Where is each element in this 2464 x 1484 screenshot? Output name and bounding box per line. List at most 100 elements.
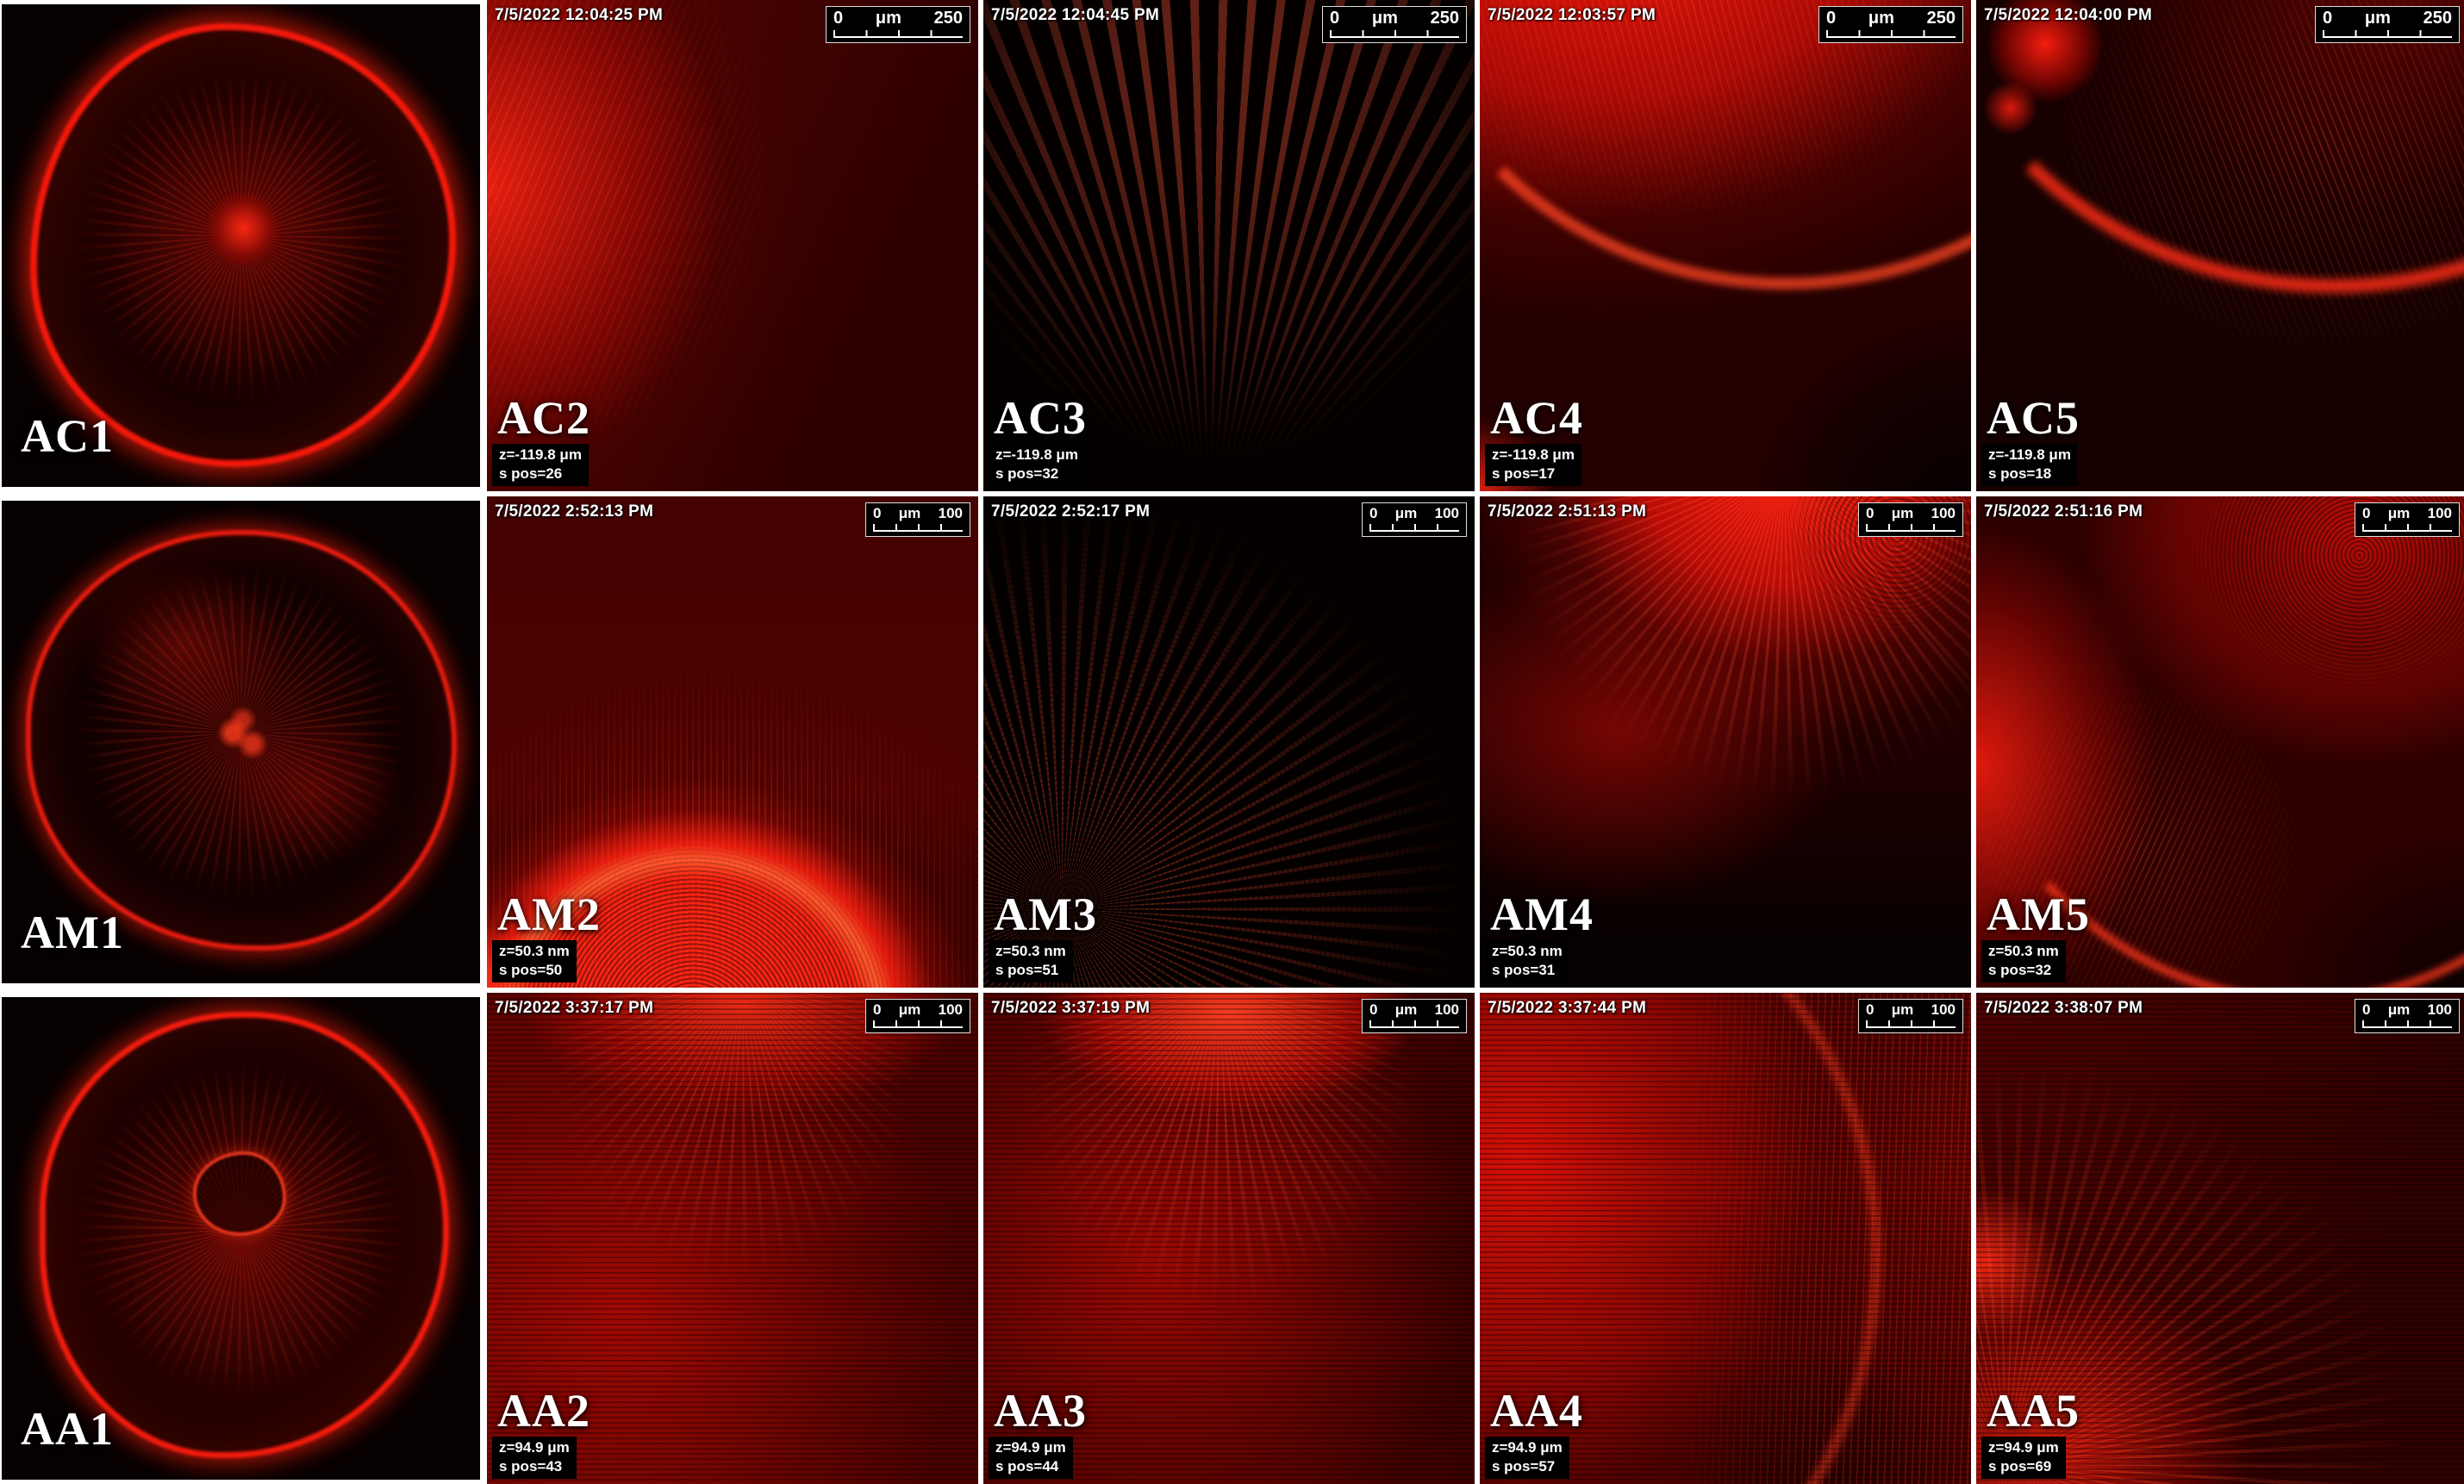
scale-unit: μm [1891,505,1914,521]
timestamp: 7/5/2022 2:52:13 PM [495,502,654,521]
scale-bar: 0 μm 100 [2355,999,2460,1033]
scale-value: 100 [938,1001,963,1018]
s-pos-value: s pos=26 [499,465,563,482]
scale-value: 100 [938,505,963,521]
panel-am5-micrograph: 7/5/2022 2:51:16 PM 0 μm 100 AM5 z=50.3 … [1976,496,2464,988]
scale-unit: μm [1371,9,1398,28]
z-value: z=94.9 μm [499,1438,570,1456]
s-pos-value: s pos=17 [1492,465,1556,482]
timestamp: 7/5/2022 12:04:45 PM [991,6,1160,24]
z-position-readout: z=-119.8 μm s pos=32 [989,443,1085,486]
s-pos-value: s pos=32 [1988,961,2052,978]
panel-label: AM2 [497,889,601,940]
z-value: z=-119.8 μm [995,446,1078,463]
panel-am2-micrograph: 7/5/2022 2:52:13 PM 0 μm 100 AM2 z=50.3 … [487,496,978,988]
scale-bar: 0 μm 250 [2315,6,2460,43]
scale-unit: μm [2387,505,2411,521]
z-position-readout: z=-119.8 μm s pos=17 [1485,443,1581,486]
s-pos-value: s pos=31 [1492,961,1556,978]
scale-bar: 0 μm 100 [1858,502,1963,537]
scale-bar: 0 μm 100 [1858,999,1963,1033]
z-value: z=-119.8 μm [499,446,582,463]
timestamp: 7/5/2022 12:04:25 PM [495,6,664,24]
timestamp: 7/5/2022 3:37:19 PM [991,999,1151,1017]
z-position-readout: z=94.9 μm s pos=69 [1981,1436,2066,1479]
scale-unit: μm [898,1001,921,1018]
panel-ac3-micrograph: 7/5/2022 12:04:45 PM 0 μm 250 AC3 z=-119… [983,0,1475,491]
timestamp: 7/5/2022 2:51:16 PM [1984,502,2143,521]
scale-zero: 0 [2362,1001,2371,1018]
panel-ac2-micrograph: 7/5/2022 12:04:25 PM 0 μm 250 AC2 z=-119… [487,0,978,491]
z-value: z=94.9 μm [1988,1438,2059,1456]
scale-unit: μm [1394,1001,1418,1018]
scale-zero: 0 [1866,1001,1875,1018]
z-position-readout: z=50.3 nm s pos=32 [1981,939,2066,982]
scale-bar-line [2323,30,2452,38]
z-value: z=94.9 μm [1492,1438,1563,1456]
scale-unit: μm [2364,9,2391,28]
panel-aa1-micrograph: AA1 [2,997,480,1480]
scale-zero: 0 [833,9,844,28]
z-position-readout: z=94.9 μm s pos=43 [492,1436,577,1479]
panel-am3-micrograph: 7/5/2022 2:52:17 PM 0 μm 100 AM3 z=50.3 … [983,496,1475,988]
scale-unit: μm [898,505,921,521]
otolith-core [207,192,279,265]
scale-bar-line [1330,30,1459,38]
z-value: z=50.3 nm [1988,942,2059,959]
scale-unit: μm [1891,1001,1914,1018]
scale-value: 100 [1434,505,1459,521]
scale-unit: μm [1868,9,1894,28]
scale-bar: 0 μm 100 [1362,999,1467,1033]
scale-bar: 0 μm 100 [2355,502,2460,537]
timestamp: 7/5/2022 2:52:17 PM [991,502,1151,521]
panel-am1-micrograph: AM1 [2,501,480,983]
panel-label: AM5 [1987,889,2090,940]
s-pos-value: s pos=50 [499,961,563,978]
growth-ring-arc [1480,0,1971,290]
z-position-readout: z=-119.8 μm s pos=18 [1981,443,2078,486]
otolith-core [193,694,289,781]
z-value: z=94.9 μm [995,1438,1066,1456]
z-value: z=50.3 nm [995,942,1066,959]
s-pos-value: s pos=57 [1492,1457,1556,1475]
z-value: z=50.3 nm [1492,942,1563,959]
panel-aa4-micrograph: 7/5/2022 3:37:44 PM 0 μm 100 AA4 z=94.9 … [1480,993,1971,1484]
scale-value: 100 [1931,505,1956,521]
panel-aa5-micrograph: 7/5/2022 3:38:07 PM 0 μm 100 AA5 z=94.9 … [1976,993,2464,1484]
scale-zero: 0 [1369,1001,1378,1018]
z-value: z=-119.8 μm [1492,446,1575,463]
panel-label: AC1 [21,410,114,462]
timestamp: 7/5/2022 3:37:44 PM [1488,999,1647,1017]
panel-label: AA1 [21,1403,114,1455]
scale-bar-line [1369,1020,1459,1028]
scale-bar: 0 μm 100 [865,502,970,537]
scale-bar: 0 μm 250 [1818,6,1963,43]
s-pos-value: s pos=51 [995,961,1059,978]
scale-zero: 0 [873,505,882,521]
panel-aa3-micrograph: 7/5/2022 3:37:19 PM 0 μm 100 AA3 z=94.9 … [983,993,1475,1484]
panel-label: AA3 [994,1385,1087,1437]
scale-bar-line [833,30,963,38]
s-pos-value: s pos=18 [1988,465,2052,482]
scale-unit: μm [1394,505,1418,521]
timestamp: 7/5/2022 3:38:07 PM [1984,999,2143,1017]
scale-bar: 0 μm 100 [1362,502,1467,537]
s-pos-value: s pos=43 [499,1457,563,1475]
growth-ring-arc [1976,0,2464,293]
z-position-readout: z=50.3 nm s pos=51 [989,939,1073,982]
panel-label: AC2 [497,392,590,444]
panel-am4-micrograph: 7/5/2022 2:51:13 PM 0 μm 100 AM4 z=50.3 … [1480,496,1971,988]
timestamp: 7/5/2022 12:04:00 PM [1984,6,2153,24]
scale-bar-line [2362,1020,2452,1028]
scale-zero: 0 [2323,9,2333,28]
scale-value: 250 [1926,9,1956,28]
scale-value: 250 [933,9,963,28]
panel-label: AM1 [21,907,124,958]
scale-bar-line [873,524,963,532]
panel-label: AA5 [1987,1385,2080,1437]
z-position-readout: z=94.9 μm s pos=57 [1485,1436,1569,1479]
scale-value: 100 [1434,1001,1459,1018]
scale-value: 250 [1430,9,1459,28]
scale-value: 100 [2427,505,2452,521]
